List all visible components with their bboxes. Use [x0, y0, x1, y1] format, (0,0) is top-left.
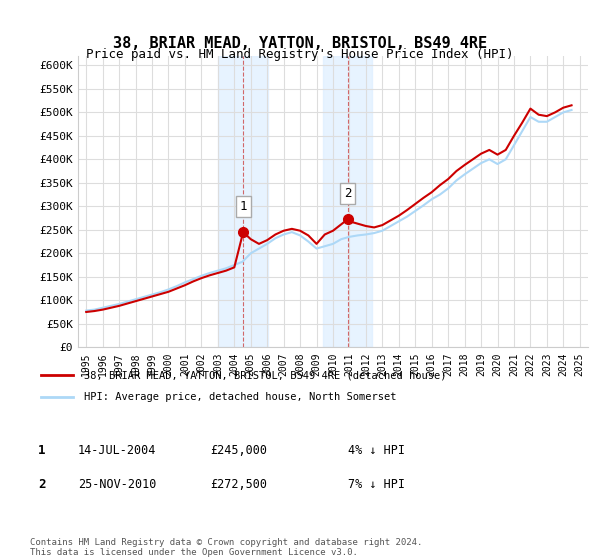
Bar: [323, 56, 373, 347]
Text: 2: 2: [38, 478, 46, 491]
Text: 38, BRIAR MEAD, YATTON, BRISTOL, BS49 4RE: 38, BRIAR MEAD, YATTON, BRISTOL, BS49 4R…: [113, 36, 487, 52]
Text: £245,000: £245,000: [210, 444, 267, 458]
Text: 1: 1: [239, 200, 247, 213]
Text: HPI: Average price, detached house, North Somerset: HPI: Average price, detached house, Nort…: [84, 393, 397, 403]
Text: Contains HM Land Registry data © Crown copyright and database right 2024.
This d: Contains HM Land Registry data © Crown c…: [30, 538, 422, 557]
Text: 14-JUL-2004: 14-JUL-2004: [78, 444, 157, 458]
Text: 1: 1: [38, 444, 46, 458]
Text: 7% ↓ HPI: 7% ↓ HPI: [348, 478, 405, 491]
Text: Price paid vs. HM Land Registry's House Price Index (HPI): Price paid vs. HM Land Registry's House …: [86, 48, 514, 60]
Text: 38, BRIAR MEAD, YATTON, BRISTOL, BS49 4RE (detached house): 38, BRIAR MEAD, YATTON, BRISTOL, BS49 4R…: [84, 370, 446, 380]
Text: 2: 2: [344, 187, 352, 200]
Bar: [218, 56, 268, 347]
Text: 25-NOV-2010: 25-NOV-2010: [78, 478, 157, 491]
Text: £272,500: £272,500: [210, 478, 267, 491]
Text: 4% ↓ HPI: 4% ↓ HPI: [348, 444, 405, 458]
